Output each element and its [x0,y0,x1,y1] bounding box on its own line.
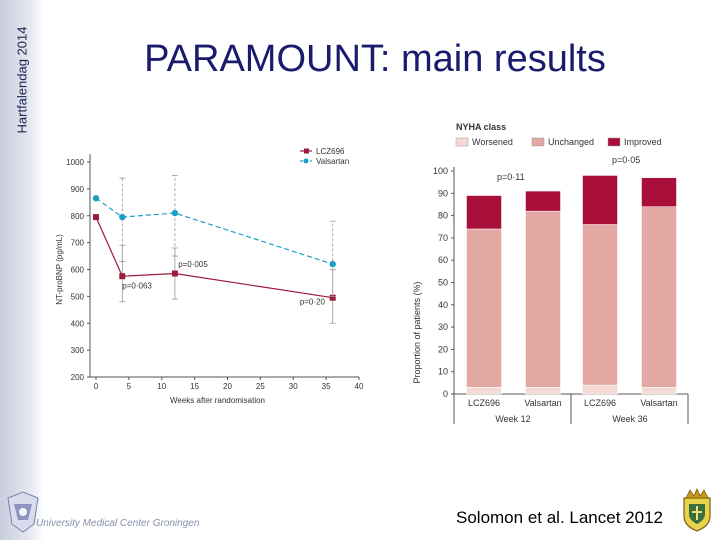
data-point-valsartan [171,209,179,217]
bar-chart-y-tick-label: 40 [438,300,448,310]
bar-category-label: Valsartan [524,398,561,408]
legend-swatch-unchanged [531,137,545,147]
legend-label-valsartan: Valsartan [316,157,349,166]
bar-category-label: LCZ696 [584,398,616,408]
group-label: Week 12 [495,414,530,424]
bar-chart-y-tick-label: 80 [438,211,448,221]
data-point-valsartan [119,213,126,221]
bar-chart-y-tick-label: 50 [438,278,448,288]
bar-segment-unchanged [641,206,677,388]
line-chart-x-axis-label: Weeks after randomisation [170,396,265,405]
umcg-crest-icon [7,491,39,533]
legend-label-worsened: Worsened [472,137,513,147]
line-chart-y-tick-label: 200 [71,373,85,382]
legend-label-lcz696: LCZ696 [316,147,345,156]
data-point-lcz696 [171,270,178,277]
data-point-lcz696 [119,273,126,280]
bar-chart-title: NYHA class [456,122,506,132]
institution-name: University Medical Center Groningen [36,518,200,529]
bar-segment-improved [466,195,502,230]
bar-segment-unchanged [525,210,561,388]
p-value-annotation: p=0·05 [612,155,640,165]
bar-chart-y-tick-label: 70 [438,233,448,243]
line-chart-y-tick-label: 700 [71,239,85,248]
legend-label-unchanged: Unchanged [548,137,594,147]
bar-segment-worsened [466,387,502,395]
bar-chart-y-tick-label: 10 [438,367,448,377]
bar-chart-y-axis-label: Proportion of patients (%) [412,281,422,383]
line-chart-y-tick-label: 400 [71,319,85,328]
data-point-lcz696 [93,214,99,221]
bar-chart-y-tick-label: 90 [438,188,448,198]
series-line-lcz696 [95,216,333,299]
bar-category-label: Valsartan [640,398,677,408]
bar-segment-worsened [525,387,561,395]
bar-segment-unchanged [466,228,502,388]
legend-marker [303,158,309,164]
data-point-valsartan [92,195,100,202]
line-chart-y-axis-label: NT-proBNP (pg/mL) [55,234,64,305]
p-value-annotation: p=0·063 [122,281,152,290]
line-chart-x-tick-label: 0 [94,382,99,391]
bar-chart-y-tick-label: 30 [438,322,448,332]
line-chart-x-tick-label: 5 [127,382,132,391]
bar-chart-y-tick-label: 0 [443,389,448,399]
bar-chart-y-tick-label: 60 [438,255,448,265]
bar-segment-unchanged [582,224,618,386]
p-value-annotation: p=0·20 [300,297,326,306]
legend-swatch-improved [607,137,621,147]
line-chart-y-tick-label: 900 [71,185,85,194]
bar-segment-worsened [641,387,677,395]
line-chart-y-tick-label: 800 [71,212,85,221]
data-point-lcz696 [329,294,336,301]
line-chart-y-tick-label: 600 [71,266,85,275]
slide-title: PARAMOUNT: main results [144,38,606,80]
line-chart-y-tick-label: 1000 [66,158,84,167]
legend-swatch-worsened [455,137,469,147]
line-chart-x-tick-label: 30 [289,382,298,391]
line-chart-x-tick-label: 25 [256,382,265,391]
line-chart-x-tick-label: 35 [322,382,331,391]
legend-label-improved: Improved [624,137,662,147]
p-value-annotation: p=0·005 [178,260,208,269]
bar-category-label: LCZ696 [468,398,500,408]
bar-segment-improved [582,175,618,225]
series-line-valsartan [95,197,333,265]
line-chart-y-tick-label: 500 [71,292,85,301]
citation: Solomon et al. Lancet 2012 [456,508,663,527]
bar-chart-y-tick-label: 100 [433,166,448,176]
line-chart-x-tick-label: 40 [355,382,364,391]
line-chart-y-tick-label: 300 [71,346,85,355]
line-chart-x-tick-label: 15 [190,382,199,391]
bar-segment-improved [641,177,677,207]
sidebar: Hartfalendag 2014 [0,0,44,540]
legend-marker [304,148,309,154]
bar-segment-improved [525,190,561,212]
group-label: Week 36 [612,414,647,424]
coat-of-arms-icon [683,488,711,532]
data-point-valsartan [329,260,336,268]
p-value-annotation: p=0·11 [497,172,525,182]
bar-chart-y-tick-label: 20 [438,344,448,354]
line-chart-x-tick-label: 10 [157,382,166,391]
bar-segment-worsened [582,384,618,395]
line-chart-x-tick-label: 20 [223,382,232,391]
